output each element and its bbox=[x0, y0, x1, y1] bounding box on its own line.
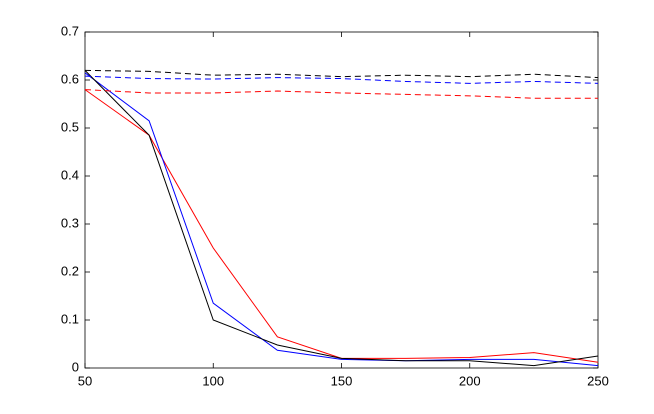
x-tick-label: 50 bbox=[78, 373, 92, 388]
y-tick-label: 0.3 bbox=[61, 215, 79, 230]
y-tick-label: 0 bbox=[72, 359, 79, 374]
series-line bbox=[84, 75, 599, 84]
y-tick-label: 0.5 bbox=[61, 119, 79, 134]
series-line bbox=[84, 89, 598, 99]
series-line bbox=[84, 70, 599, 367]
y-tick-label: 0.2 bbox=[61, 263, 79, 278]
x-tick-label: 150 bbox=[331, 373, 353, 388]
x-tick-label: 250 bbox=[587, 373, 609, 388]
x-tick-label: 200 bbox=[459, 373, 481, 388]
x-tick-label: 100 bbox=[202, 373, 224, 388]
y-tick-label: 0.4 bbox=[61, 167, 79, 182]
axes-frame bbox=[84, 31, 599, 369]
y-tick-label: 0.6 bbox=[61, 71, 79, 86]
y-tick-label: 0.1 bbox=[61, 311, 79, 326]
y-tick-label: 0.7 bbox=[61, 23, 79, 38]
series-line bbox=[84, 72, 599, 367]
series-line bbox=[84, 89, 599, 363]
series-line bbox=[84, 69, 599, 79]
